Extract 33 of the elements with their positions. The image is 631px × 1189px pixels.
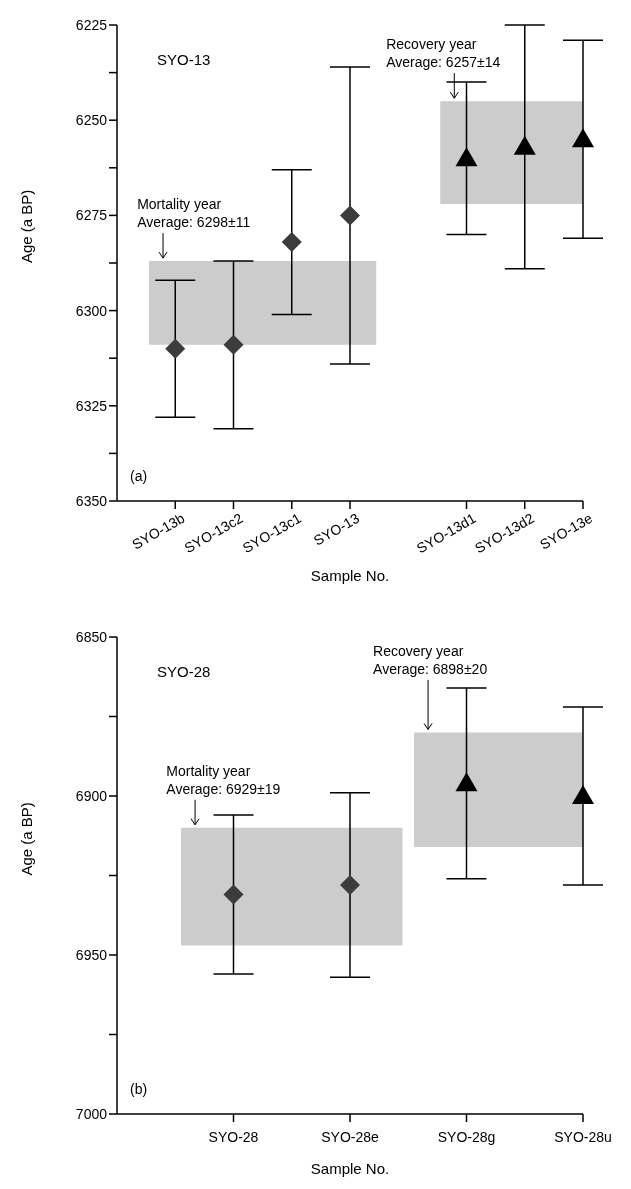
x-axis-title: Sample No.	[310, 567, 390, 584]
y-tick-label: 7000	[75, 1105, 108, 1122]
band-label: Recovery year Average: 6898±20	[373, 642, 488, 677]
point	[572, 128, 594, 148]
x-axis-title: Sample No.	[310, 1160, 390, 1177]
y-tick-label: 6350	[75, 492, 108, 509]
point	[340, 205, 360, 226]
band-label: Mortality year Average: 6298±11	[137, 196, 251, 231]
x-tick-label: SYO-28e	[321, 1129, 379, 1145]
y-tick-label: 6275	[75, 207, 108, 224]
x-tick-label: SYO-28g	[437, 1129, 496, 1145]
band-label: Mortality year Average: 6929±19	[166, 762, 281, 797]
x-tick-label: SYO-28u	[554, 1129, 612, 1145]
x-tick-label: SYO-28	[208, 1129, 259, 1145]
y-tick-label: 6325	[75, 397, 108, 414]
y-tick-label: 6300	[75, 302, 108, 319]
y-tick-label: 6850	[75, 628, 108, 645]
annotation: SYO-13	[157, 51, 211, 68]
point	[223, 334, 244, 355]
y-axis-title: Age (a BP)	[18, 189, 36, 263]
point	[455, 147, 478, 167]
band-label: Recovery year Average: 6257±14	[386, 36, 501, 71]
y-tick-label: 6950	[75, 946, 108, 963]
annotation: (a)	[130, 468, 148, 484]
annotation: SYO-28	[157, 663, 211, 680]
point	[513, 135, 536, 155]
y-axis-title: Age (a BP)	[18, 802, 36, 876]
y-tick-label: 6250	[75, 112, 108, 129]
annotation: (b)	[130, 1081, 148, 1097]
point	[281, 232, 302, 253]
point	[165, 338, 186, 359]
y-tick-label: 6225	[75, 16, 108, 33]
y-tick-label: 6900	[75, 787, 108, 804]
